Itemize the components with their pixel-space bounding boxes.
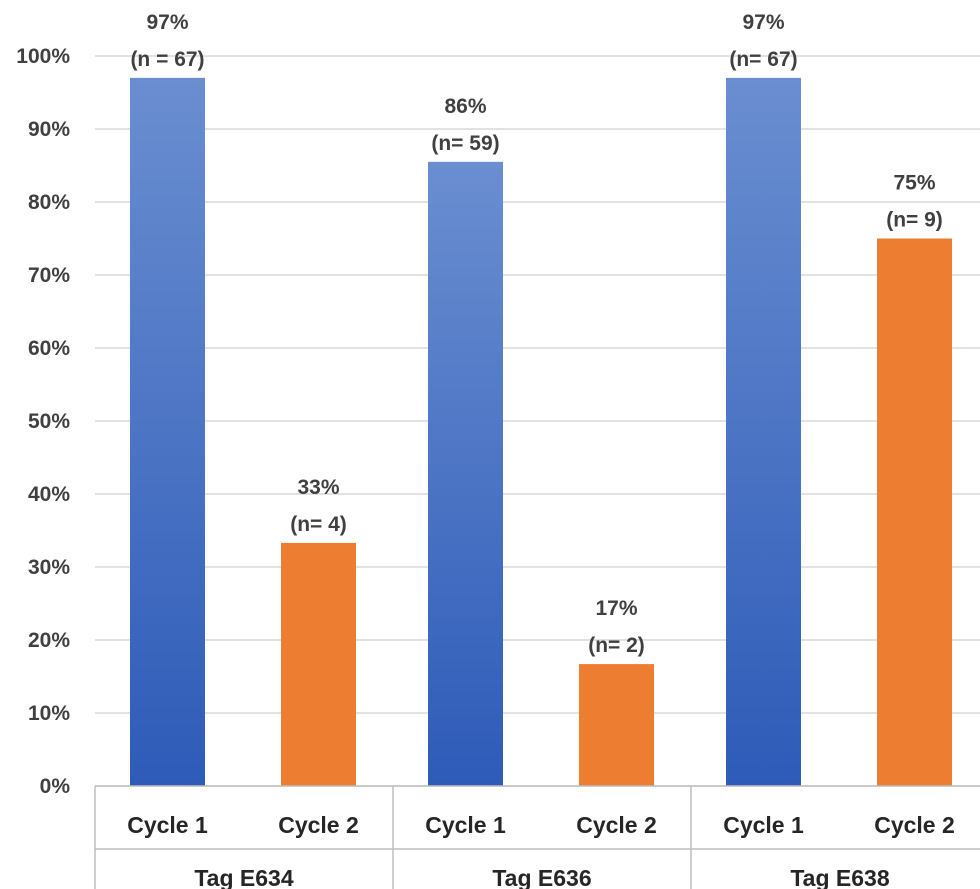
- x-category-label: Cycle 2: [874, 812, 955, 838]
- data-label-percent: 17%: [595, 597, 637, 620]
- y-tick-label: 40%: [28, 483, 70, 506]
- bar-tag-e636-cycle-1: [428, 161, 503, 787]
- y-tick-label: 80%: [28, 191, 70, 214]
- x-group-label: Tag E636: [492, 865, 591, 889]
- data-label-count: (n = 67): [130, 48, 204, 71]
- x-group-label: Tag E634: [194, 865, 293, 889]
- x-category-label: Cycle 2: [278, 812, 359, 838]
- bars: [130, 77, 952, 787]
- y-tick-label: 90%: [28, 118, 70, 141]
- bar-tag-e636-cycle-2: [579, 664, 654, 786]
- data-label-percent: 86%: [444, 95, 486, 118]
- y-axis-ticks: 0% 10% 20% 30% 40% 50% 60% 70% 80% 90% 100%: [16, 45, 70, 798]
- y-tick-label: 60%: [28, 337, 70, 360]
- x-axis-categories: Cycle 1 Cycle 2 Tag E634 Cycle 1 Cycle 2 Tag …: [94, 785, 980, 889]
- data-label-count: (n= 67): [729, 48, 797, 71]
- y-tick-label: 0%: [40, 775, 71, 798]
- data-label-percent: 75%: [893, 172, 935, 195]
- y-tick-label: 20%: [28, 629, 70, 652]
- data-label-count: (n= 4): [290, 513, 347, 536]
- data-labels: 97% (n = 67) 33% (n= 4) 86% (n= 59) 17% (n= 2) 9…: [130, 11, 942, 657]
- bar-tag-e634-cycle-1: [130, 77, 205, 786]
- x-category-label: Cycle 1: [723, 812, 804, 838]
- x-category-label: Cycle 2: [576, 812, 657, 838]
- data-label-percent: 97%: [146, 11, 188, 34]
- bar-tag-e634-cycle-2: [281, 542, 356, 786]
- y-tick-label: 10%: [28, 702, 70, 725]
- bar-tag-e638-cycle-2: [877, 238, 952, 786]
- data-label-percent: 33%: [297, 476, 339, 499]
- y-tick-label: 30%: [28, 556, 70, 579]
- x-category-label: Cycle 1: [425, 812, 506, 838]
- data-label-count: (n= 59): [431, 132, 499, 155]
- y-tick-label: 50%: [28, 410, 70, 433]
- gridlines: [95, 55, 980, 787]
- bar-tag-e638-cycle-1: [726, 77, 801, 786]
- y-tick-label: 70%: [28, 264, 70, 287]
- x-group-label: Tag E638: [790, 865, 889, 889]
- data-label-count: (n= 9): [886, 209, 943, 232]
- data-label-percent: 97%: [742, 11, 784, 34]
- y-tick-label: 100%: [16, 45, 70, 68]
- x-category-label: Cycle 1: [127, 812, 208, 838]
- data-label-count: (n= 2): [588, 634, 645, 657]
